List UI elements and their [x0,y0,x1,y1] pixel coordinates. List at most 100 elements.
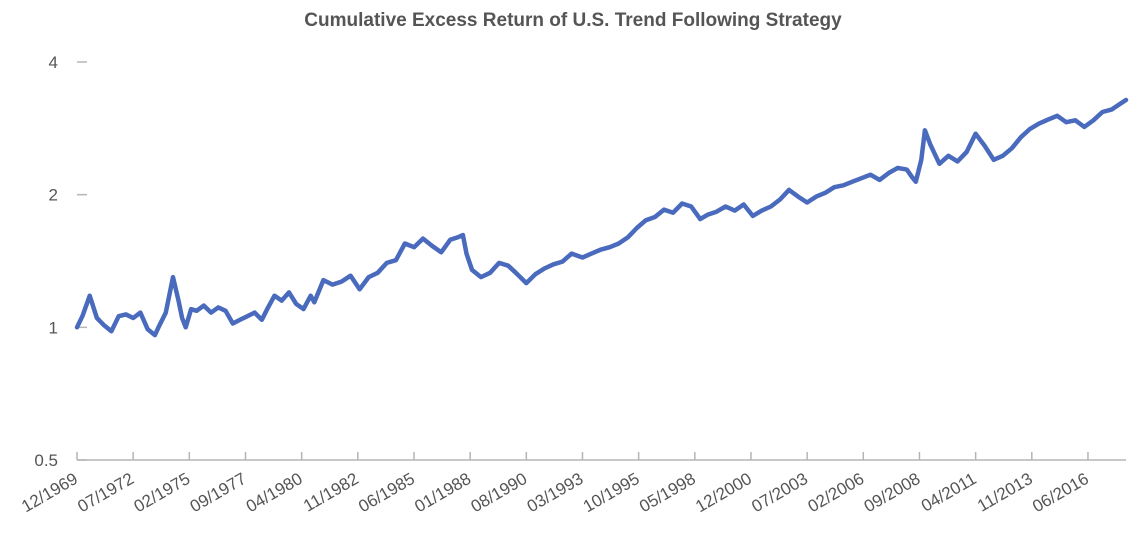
data-point [1047,118,1049,121]
data-point [456,236,459,239]
data-point [1110,108,1113,111]
data-point [788,189,790,191]
x-tick-label: 05/1998 [636,469,699,516]
data-point [860,177,863,179]
data-point [422,237,424,240]
y-tick-label: 2 [49,186,58,205]
data-point [471,269,473,271]
data-point [924,129,926,132]
data-point [239,319,241,321]
data-point [184,326,187,329]
data-point [1092,119,1095,122]
x-tick-label: 10/1995 [580,469,643,516]
data-point [974,132,977,135]
y-tick-label: 4 [49,53,58,72]
x-tick-label: 06/1985 [355,469,418,516]
data-point [386,262,388,264]
data-point [938,163,941,165]
data-point [842,184,845,187]
data-point [376,272,379,274]
data-point [462,234,464,236]
data-point [1065,121,1067,123]
data-point [440,251,443,254]
series-layer [74,97,1129,338]
x-tick-label: 12/2000 [692,469,755,516]
data-point [1083,126,1086,128]
data-point [534,273,537,276]
data-point [1101,111,1104,113]
data-point [309,294,312,297]
data-point [302,308,305,310]
data-point [706,214,709,216]
data-point [431,245,433,247]
data-point [906,168,908,171]
data-point [139,311,142,314]
data-point [1038,122,1040,125]
series-line [74,97,1129,338]
data-point [358,288,361,291]
x-tick-label: 03/1993 [524,469,587,516]
data-point [869,173,872,176]
data-point [878,179,881,181]
data-point [349,274,352,277]
data-point [806,201,808,204]
data-point [465,252,468,255]
data-point [132,317,134,319]
data-point [81,315,84,318]
data-point [217,306,220,309]
data-point [724,205,727,208]
data-point [672,211,674,214]
x-axis-ticks: 12/196907/197202/197509/197704/198011/19… [18,452,1092,516]
data-point [232,322,234,325]
x-tick-label: 12/1969 [18,469,81,516]
data-point [543,267,546,270]
data-point [253,311,256,314]
data-point [920,159,923,161]
data-point [203,304,205,307]
data-point [480,276,482,278]
data-point [627,236,629,239]
data-point [824,192,827,194]
x-tick-label: 09/1977 [187,469,250,516]
data-point [742,203,745,206]
data-point [1125,99,1127,101]
data-point [929,143,932,146]
data-point [956,160,959,163]
data-point [340,280,343,283]
data-point [608,246,611,248]
data-point [507,264,510,267]
x-tick-label: 02/2006 [805,469,868,516]
data-point [103,324,105,327]
x-tick-label: 02/1975 [131,469,194,516]
data-point [181,317,183,319]
data-point [273,294,276,297]
data-point [715,210,718,213]
data-point [770,205,772,208]
y-tick-label: 0.5 [34,451,58,470]
data-point [125,313,127,316]
data-point [190,308,192,310]
data-point [896,167,899,169]
data-point [815,195,817,198]
data-point [617,242,620,245]
x-tick-label: 07/1972 [74,469,137,516]
data-point [261,319,263,321]
data-point [570,252,573,255]
data-point [833,186,836,188]
x-tick-label: 11/2013 [974,469,1036,516]
x-tick-label: 09/2008 [861,469,924,516]
data-point [157,326,160,329]
data-point [404,242,406,245]
x-tick-label: 07/2003 [748,469,811,516]
data-point [525,282,528,284]
data-point [322,279,325,281]
data-point [110,330,113,333]
x-tick-label: 06/2016 [1029,469,1092,516]
data-point [733,209,736,212]
data-point [165,311,167,314]
data-point [288,291,290,294]
data-point [699,218,701,220]
x-tick-label: 04/1980 [243,469,306,516]
data-point [146,328,149,331]
